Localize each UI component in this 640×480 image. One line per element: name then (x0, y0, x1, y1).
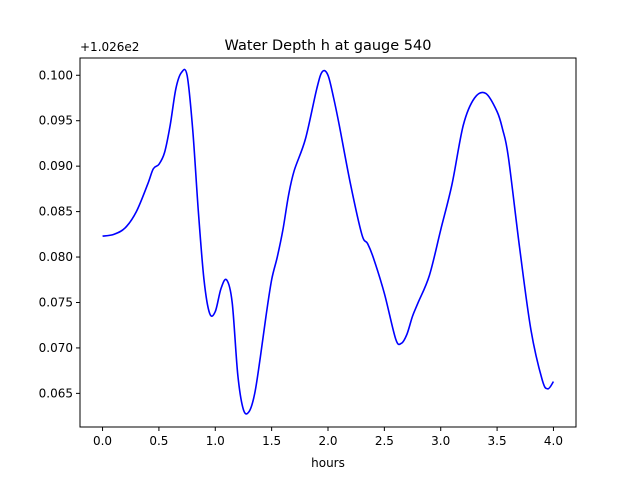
x-tick-label: 0.0 (93, 434, 112, 448)
x-axis-label: hours (311, 456, 345, 470)
y-tick-label: 0.075 (39, 295, 73, 309)
x-tick-label: 4.0 (544, 434, 563, 448)
y-tick-label: 0.100 (39, 68, 73, 82)
x-axis-ticks: 0.0 0.5 1.0 1.5 2.0 2.5 3.0 3.5 4.0 (93, 427, 563, 448)
x-tick-label: 3.5 (488, 434, 507, 448)
y-tick-label: 0.070 (39, 341, 73, 355)
x-tick-label: 2.5 (375, 434, 394, 448)
series-line (102, 68, 555, 415)
y-tick-label: 0.080 (39, 250, 73, 264)
y-tick-label: 0.065 (39, 386, 73, 400)
plot-series (102, 68, 555, 415)
x-tick-label: 1.0 (206, 434, 225, 448)
y-axis-offset-label: +1.026e2 (80, 40, 139, 54)
plot-area-frame (79, 57, 577, 428)
x-tick-label: 1.5 (262, 434, 281, 448)
y-tick-label: 0.085 (39, 205, 73, 219)
y-axis-ticks: 0.065 0.070 0.075 0.080 0.085 0.090 0.095 0.100 (39, 68, 80, 400)
x-tick-label: 0.5 (149, 434, 168, 448)
x-tick-label: 2.0 (318, 434, 337, 448)
chart-title: Water Depth h at gauge 540 (225, 38, 432, 54)
y-tick-label: 0.090 (39, 159, 73, 173)
x-tick-label: 3.0 (431, 434, 450, 448)
y-tick-label: 0.095 (39, 114, 73, 128)
